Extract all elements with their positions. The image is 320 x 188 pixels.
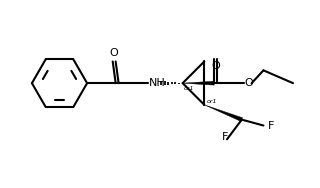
Text: or1: or1 bbox=[206, 99, 217, 104]
Text: F: F bbox=[268, 121, 274, 130]
Text: O: O bbox=[245, 78, 253, 88]
Text: O: O bbox=[110, 48, 119, 58]
Polygon shape bbox=[204, 105, 243, 121]
Text: O: O bbox=[211, 61, 220, 71]
Polygon shape bbox=[183, 81, 214, 85]
Text: or1: or1 bbox=[184, 86, 194, 91]
Text: NH: NH bbox=[149, 78, 166, 88]
Text: F: F bbox=[222, 132, 228, 142]
